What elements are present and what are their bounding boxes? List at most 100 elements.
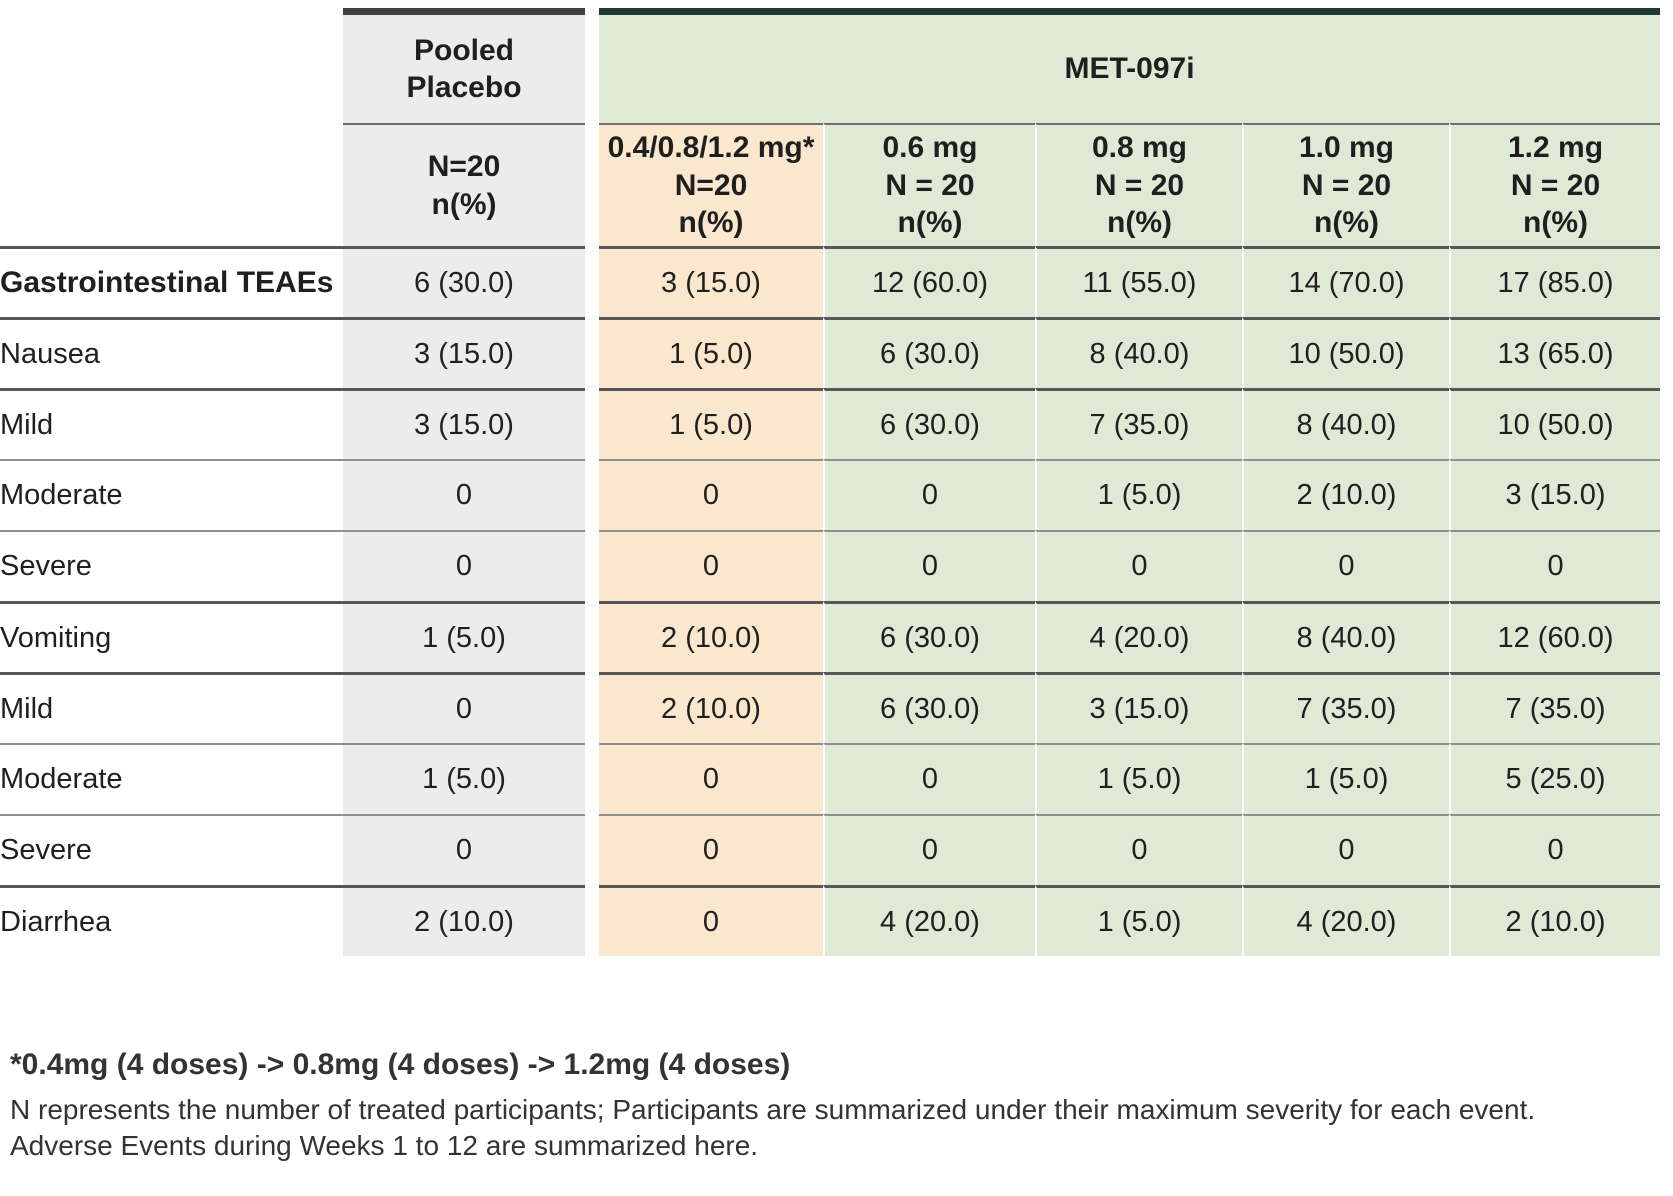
cell-value: 1 (5.0) [343,743,585,814]
cell-value: 11 (55.0) [1035,246,1242,317]
table-row: Mild 0 2 (10.0) 6 (30.0) 3 (15.0) 7 (35.0) 7 (… [0,672,1661,743]
column-gap [585,459,599,530]
cell-value: 6 (30.0) [823,317,1035,388]
row-label: Vomiting [0,601,343,672]
column-gap [585,601,599,672]
table-row: Moderate 1 (5.0) 0 0 1 (5.0) 1 (5.0) 5 (25.0) [0,743,1661,814]
cell-value: 0 [343,672,585,743]
cell-value: 12 (60.0) [823,246,1035,317]
row-label: Moderate [0,459,343,530]
column-gap [585,123,599,246]
cell-value: 7 (35.0) [1449,672,1661,743]
cell-value: 5 (25.0) [1449,743,1661,814]
cell-value: 17 (85.0) [1449,246,1661,317]
cell-value: 3 (15.0) [343,317,585,388]
cell-value: 1 (5.0) [1035,885,1242,956]
column-gap [585,317,599,388]
column-gap [585,885,599,956]
column-gap [585,530,599,601]
cell-value: 2 (10.0) [1242,459,1449,530]
cell-value: 10 (50.0) [1242,317,1449,388]
column-gap [585,8,599,123]
column-gap [585,388,599,459]
row-label: Severe [0,814,343,885]
table-row: Nausea 3 (15.0) 1 (5.0) 6 (30.0) 8 (40.0) 10 … [0,317,1661,388]
cell-value: 0 [599,885,823,956]
table-row: Moderate 0 0 0 1 (5.0) 2 (10.0) 3 (15.0) [0,459,1661,530]
cell-value: 6 (30.0) [343,246,585,317]
cell-value: 0 [343,814,585,885]
column-header-row: N=20 n(%) 0.4/0.8/1.2 mg* N=20 n(%) 0.6 mg N … [0,123,1661,246]
cell-value: 4 (20.0) [823,885,1035,956]
treatment-group-header: MET-097i [599,8,1661,123]
placebo-group-header: Pooled Placebo [343,8,585,123]
cell-value: 0 [823,459,1035,530]
cell-value: 0 [599,814,823,885]
cell-value: 0 [823,814,1035,885]
column-gap [585,743,599,814]
cell-value: 1 (5.0) [1242,743,1449,814]
table-row: Vomiting 1 (5.0) 2 (10.0) 6 (30.0) 4 (20.0) 8… [0,601,1661,672]
cell-value: 8 (40.0) [1242,601,1449,672]
cell-value: 0 [1035,530,1242,601]
cell-value: 8 (40.0) [1242,388,1449,459]
cell-value: 12 (60.0) [1449,601,1661,672]
cell-value: 1 (5.0) [599,388,823,459]
cell-value: 7 (35.0) [1035,388,1242,459]
cell-value: 2 (10.0) [1449,885,1661,956]
footnote-definition: N represents the number of treated parti… [10,1094,1536,1162]
cell-value: 0 [343,459,585,530]
cell-value: 6 (30.0) [823,672,1035,743]
cell-value: 4 (20.0) [1242,885,1449,956]
cell-value: 0 [1035,814,1242,885]
footnotes-block: *0.4mg (4 doses) -> 0.8mg (4 doses) -> 1… [10,1048,1550,1165]
cell-value: 1 (5.0) [1035,743,1242,814]
cell-value: 14 (70.0) [1242,246,1449,317]
cell-value: 13 (65.0) [1449,317,1661,388]
cell-value: 1 (5.0) [1035,459,1242,530]
column-header-0.4-0.8-1.2-mg-: 0.4/0.8/1.2 mg* N=20 n(%) [599,123,823,246]
row-label: Gastrointestinal TEAEs [0,246,343,317]
footnote-titration-schedule: *0.4mg (4 doses) -> 0.8mg (4 doses) -> 1… [10,1048,791,1081]
cell-value: 0 [1242,530,1449,601]
table-row: Severe 0 0 0 0 0 0 [0,530,1661,601]
cell-value: 3 (15.0) [343,388,585,459]
cell-value: 0 [343,530,585,601]
cell-value: 4 (20.0) [1035,601,1242,672]
label-column-blank [0,123,343,246]
column-header-1.2-mg: 1.2 mg N = 20 n(%) [1449,123,1661,246]
cell-value: 2 (10.0) [599,601,823,672]
row-label: Nausea [0,317,343,388]
column-gap [585,814,599,885]
column-header-1.0-mg: 1.0 mg N = 20 n(%) [1242,123,1449,246]
group-header-row: Pooled Placebo MET-097i [0,8,1661,123]
cell-value: 0 [1449,530,1661,601]
cell-value: 6 (30.0) [823,388,1035,459]
cell-value: 0 [823,743,1035,814]
cell-value: 8 (40.0) [1035,317,1242,388]
table-row: Severe 0 0 0 0 0 0 [0,814,1661,885]
cell-value: 1 (5.0) [343,601,585,672]
row-label: Diarrhea [0,885,343,956]
column-header-0.6-mg: 0.6 mg N = 20 n(%) [823,123,1035,246]
cell-value: 0 [1242,814,1449,885]
cell-value: 2 (10.0) [599,672,823,743]
row-label: Moderate [0,743,343,814]
cell-value: 0 [599,530,823,601]
row-label: Mild [0,388,343,459]
cell-value: 0 [599,743,823,814]
cell-value: 1 (5.0) [599,317,823,388]
cell-value: 0 [599,459,823,530]
cell-value: 3 (15.0) [1035,672,1242,743]
row-label: Mild [0,672,343,743]
cell-value: 2 (10.0) [343,885,585,956]
table-row: Mild 3 (15.0) 1 (5.0) 6 (30.0) 7 (35.0) 8 (40… [0,388,1661,459]
cell-value: 0 [823,530,1035,601]
adverse-events-table: Pooled Placebo MET-097i N=20 n(%) 0.4/0.8/… [0,8,1661,956]
corner-blank [0,8,343,123]
cell-value: 6 (30.0) [823,601,1035,672]
column-gap [585,672,599,743]
row-label: Severe [0,530,343,601]
cell-value: 0 [1449,814,1661,885]
column-header-0.8-mg: 0.8 mg N = 20 n(%) [1035,123,1242,246]
